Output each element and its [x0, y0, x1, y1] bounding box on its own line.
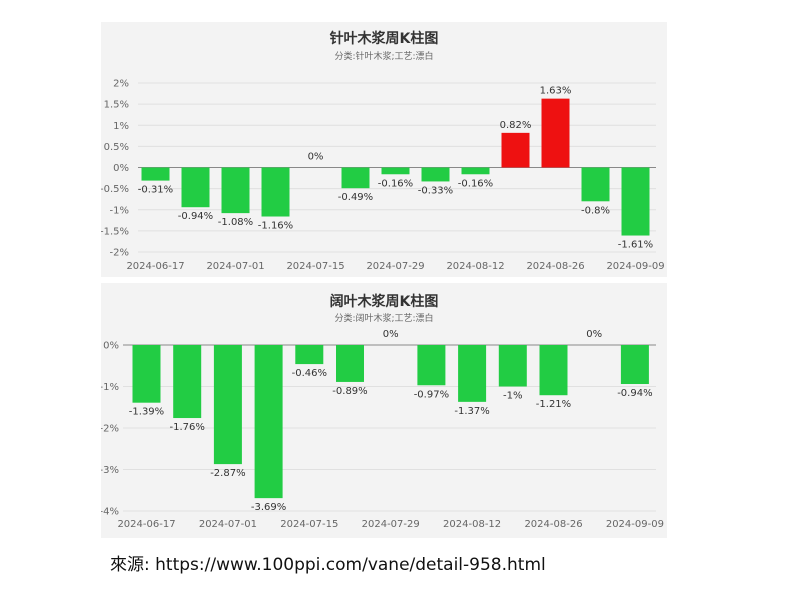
bar	[181, 167, 210, 208]
x-tick-label: 2024-09-09	[606, 261, 664, 272]
x-tick-label: 2024-07-15	[280, 519, 338, 530]
data-label: 1.63%	[540, 86, 572, 97]
data-label: -0.94%	[178, 211, 213, 222]
y-tick-label: 2%	[113, 79, 129, 90]
chart-subtitle: 分类:阔叶木浆;工艺:漂白	[334, 312, 433, 324]
bar	[501, 132, 530, 168]
bar	[132, 345, 161, 403]
data-label: -0.31%	[138, 185, 173, 196]
chart-title: 针叶木浆周K柱图	[329, 30, 439, 47]
data-label: 0.82%	[500, 120, 532, 131]
data-label: -0.49%	[338, 192, 373, 203]
data-label: -1.08%	[218, 217, 253, 228]
data-label: -0.97%	[414, 389, 449, 400]
data-label: -0.89%	[332, 386, 367, 397]
y-tick-label: -4%	[101, 507, 119, 518]
data-label: -0.16%	[458, 178, 493, 189]
bar	[336, 345, 364, 382]
y-tick-label: -1.5%	[101, 226, 129, 237]
data-label: -0.46%	[292, 368, 327, 379]
data-label: 0%	[383, 329, 399, 340]
x-tick-label: 2024-07-29	[366, 261, 424, 272]
softwood-pulp-chart: 针叶木浆周K柱图分类:针叶木浆;工艺:漂白 2% 1.5% 1% 0.5% 0% -0.5%…	[101, 22, 667, 277]
data-label: -0.94%	[617, 388, 652, 399]
data-label: 0%	[308, 152, 324, 163]
bar	[213, 345, 242, 465]
data-label: -0.33%	[418, 185, 453, 196]
data-label: -1.39%	[129, 407, 164, 418]
data-label: -1.61%	[618, 240, 653, 251]
x-tick-label: 2024-06-17	[117, 519, 175, 530]
data-label: -1.21%	[536, 399, 571, 410]
bar	[254, 345, 283, 499]
bar	[417, 345, 446, 386]
bar	[261, 167, 290, 217]
data-label: -1.37%	[454, 406, 489, 417]
y-tick-label: 0%	[103, 341, 119, 352]
x-tick-label: 2024-07-29	[362, 519, 420, 530]
bar	[421, 167, 450, 182]
bar	[381, 167, 410, 175]
bar	[341, 167, 370, 189]
source-text: 來源: https://www.100ppi.com/vane/detail-9…	[110, 555, 546, 575]
bar	[461, 167, 490, 175]
data-label: -0.8%	[581, 205, 610, 216]
y-tick-label: -3%	[101, 465, 119, 476]
y-tick-label: 1%	[113, 121, 129, 132]
bar	[141, 167, 170, 181]
y-tick-label: 0%	[113, 163, 129, 174]
x-tick-label: 2024-07-15	[286, 261, 344, 272]
data-label: -1.76%	[170, 422, 205, 433]
data-label: -0.16%	[378, 178, 413, 189]
bar	[581, 167, 610, 202]
bar	[541, 98, 570, 168]
data-label: -1.16%	[258, 221, 293, 232]
bar	[620, 345, 649, 385]
x-tick-label: 2024-07-01	[206, 261, 264, 272]
bar	[498, 345, 527, 387]
bar	[458, 345, 487, 402]
data-label: -1%	[503, 391, 522, 402]
data-label: -2.87%	[210, 468, 245, 479]
bar	[173, 345, 202, 419]
hardwood-pulp-chart: 阔叶木浆周K柱图分类:阔叶木浆;工艺:漂白 0% -1% -2% -3% -4% -1.39…	[101, 283, 667, 538]
y-tick-label: 1.5%	[104, 100, 129, 111]
bar	[539, 345, 568, 396]
y-tick-label: 0.5%	[104, 142, 129, 153]
x-tick-label: 2024-07-01	[199, 519, 257, 530]
x-tick-label: 2024-08-12	[446, 261, 504, 272]
bar	[295, 345, 324, 365]
x-tick-label: 2024-08-26	[524, 519, 582, 530]
bar	[621, 167, 650, 236]
y-tick-label: -2%	[101, 424, 119, 435]
x-tick-label: 2024-06-17	[126, 261, 184, 272]
chart-title: 阔叶木浆周K柱图	[330, 293, 439, 310]
data-label: 0%	[586, 329, 602, 340]
x-tick-label: 2024-08-12	[443, 519, 501, 530]
y-tick-label: -0.5%	[101, 184, 129, 195]
y-tick-label: -2%	[110, 248, 129, 259]
x-tick-label: 2024-09-09	[606, 519, 664, 530]
x-tick-label: 2024-08-26	[526, 261, 584, 272]
y-tick-label: -1%	[101, 382, 119, 393]
data-label: -3.69%	[251, 502, 286, 513]
bar	[221, 167, 250, 214]
chart-subtitle: 分类:针叶木浆;工艺:漂白	[334, 50, 433, 62]
y-tick-label: -1%	[110, 205, 129, 216]
